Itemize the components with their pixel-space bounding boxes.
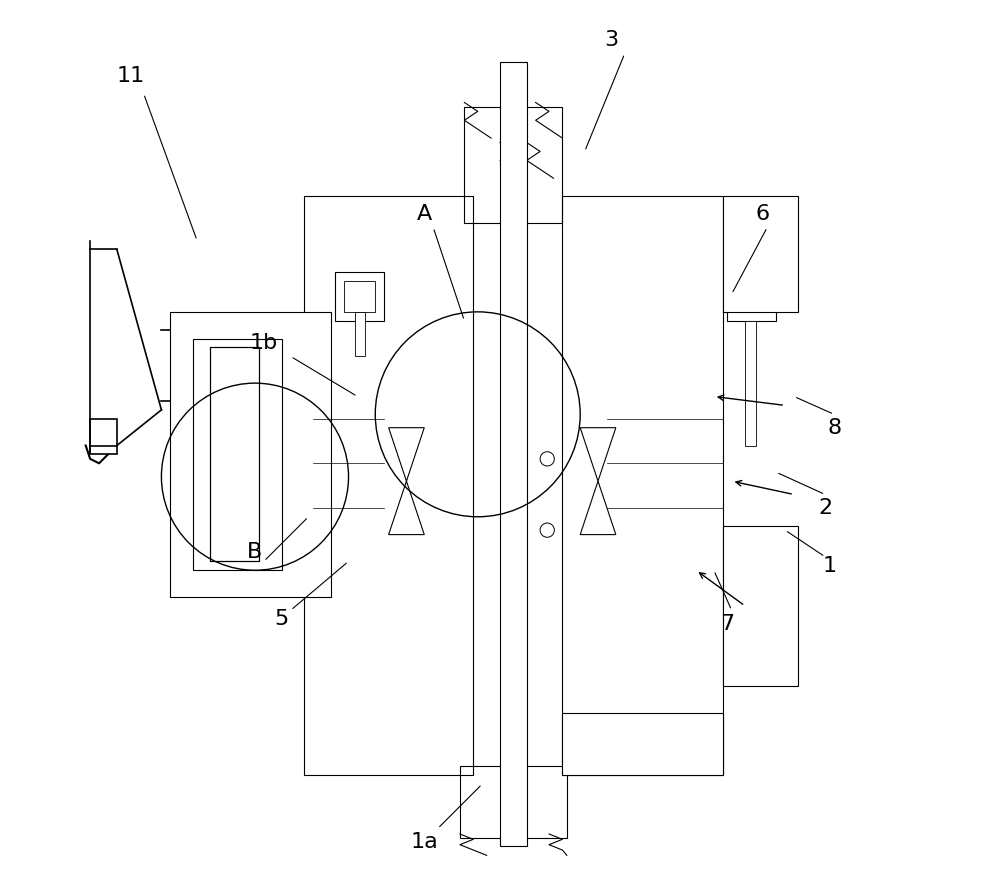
Text: 11: 11	[116, 66, 144, 86]
Bar	[90, 419, 117, 454]
Bar	[460, 766, 567, 838]
Text: 1a: 1a	[410, 832, 438, 852]
Bar	[571, 722, 714, 766]
Bar	[562, 713, 723, 775]
Bar	[195, 490, 211, 526]
Text: 1b: 1b	[250, 333, 278, 353]
Polygon shape	[580, 428, 616, 481]
Bar	[344, 281, 375, 312]
Bar	[727, 200, 790, 307]
Bar	[355, 312, 365, 356]
Text: B: B	[247, 543, 263, 562]
Bar	[304, 196, 473, 775]
Bar	[170, 312, 206, 597]
Bar	[304, 196, 473, 775]
Text: 7: 7	[720, 614, 734, 634]
Bar	[727, 530, 790, 682]
Circle shape	[540, 523, 554, 537]
Bar	[727, 272, 776, 321]
Polygon shape	[580, 481, 616, 535]
Bar	[580, 428, 616, 481]
Bar	[264, 410, 280, 446]
Circle shape	[540, 452, 554, 466]
Bar	[500, 62, 527, 846]
Bar	[562, 196, 723, 775]
Text: 3: 3	[604, 30, 618, 50]
Bar	[745, 321, 756, 446]
Bar	[264, 490, 280, 526]
Bar	[210, 347, 259, 561]
Bar	[736, 281, 767, 312]
Bar	[585, 343, 610, 392]
Polygon shape	[389, 428, 424, 481]
Bar	[210, 347, 259, 561]
Bar	[210, 347, 259, 561]
Bar	[391, 343, 416, 392]
Bar	[389, 428, 424, 481]
Bar	[585, 539, 610, 588]
Bar	[335, 272, 384, 321]
Text: 6: 6	[756, 204, 770, 224]
Bar	[170, 312, 331, 597]
Bar	[464, 107, 562, 223]
Bar	[295, 312, 331, 597]
Text: 5: 5	[275, 609, 289, 629]
Bar	[562, 196, 723, 775]
Bar	[478, 107, 549, 196]
Bar	[723, 526, 798, 686]
Bar	[723, 196, 798, 312]
Bar	[391, 539, 416, 588]
Bar	[460, 766, 567, 838]
Text: 8: 8	[827, 418, 841, 437]
Text: A: A	[417, 204, 432, 224]
Bar	[195, 410, 211, 446]
Text: 1: 1	[823, 556, 837, 576]
Bar	[193, 339, 282, 570]
Text: 2: 2	[818, 498, 832, 518]
Polygon shape	[389, 481, 424, 535]
